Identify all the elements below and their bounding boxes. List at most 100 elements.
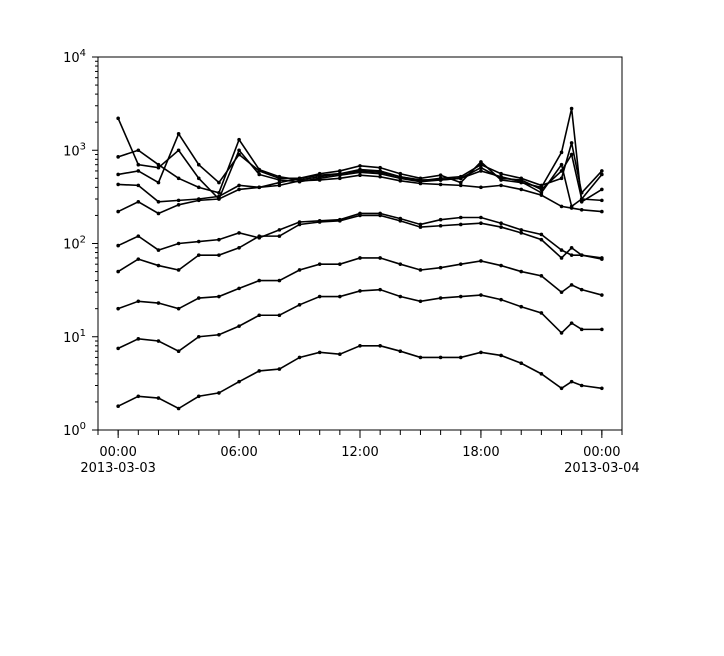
data-point (579, 253, 584, 257)
data-point (237, 286, 241, 291)
data-point (277, 367, 282, 371)
data-point (217, 391, 221, 395)
data-point (317, 262, 322, 266)
data-point (378, 174, 382, 179)
data-point (479, 165, 483, 170)
data-point (338, 352, 342, 356)
data-point (116, 243, 120, 248)
series-line (117, 214, 602, 273)
series-line (117, 174, 602, 215)
data-point (297, 268, 302, 272)
data-point (519, 304, 524, 309)
data-point (539, 372, 544, 376)
data-point (116, 182, 120, 187)
data-point (600, 209, 604, 214)
data-point (136, 169, 141, 173)
data-point (600, 198, 604, 203)
data-point (317, 176, 322, 181)
data-point (156, 301, 161, 305)
data-point (156, 162, 161, 167)
data-point (479, 185, 483, 190)
data-point (196, 394, 201, 399)
y-tick-label: 100 (63, 421, 86, 439)
data-point (176, 268, 181, 272)
data-point (569, 379, 574, 384)
series-8 (116, 106, 604, 204)
data-point (559, 176, 564, 181)
data-point (358, 343, 362, 348)
data-point (559, 331, 564, 335)
data-point (196, 334, 201, 339)
data-point (539, 190, 544, 195)
series-line (118, 108, 603, 204)
data-point (479, 169, 483, 173)
data-point (116, 209, 120, 214)
data-point (136, 299, 141, 304)
data-point (116, 346, 120, 351)
data-point (398, 176, 403, 181)
data-point (569, 106, 574, 111)
data-point (217, 197, 221, 201)
data-point (196, 253, 201, 257)
data-point (378, 211, 382, 216)
data-point (569, 321, 574, 325)
data-point (277, 183, 282, 188)
data-point (418, 355, 423, 360)
data-point (277, 234, 282, 238)
data-point (579, 287, 584, 292)
data-point (338, 217, 342, 222)
data-point (398, 179, 403, 183)
data-point (358, 164, 362, 168)
data-point (257, 185, 262, 190)
data-point (378, 287, 382, 292)
x-tick-label: 00:00 (583, 445, 620, 460)
data-point (237, 245, 241, 250)
data-point (237, 187, 241, 192)
data-point (600, 169, 604, 173)
data-point (378, 343, 382, 348)
data-point (539, 183, 544, 188)
data-point (176, 176, 181, 181)
data-point (116, 116, 120, 121)
data-point (539, 311, 544, 315)
data-point (136, 394, 141, 399)
data-point (479, 215, 483, 220)
y-axis: 100 101 102 103 104 (63, 48, 98, 439)
data-point (418, 299, 423, 304)
data-point (499, 176, 503, 181)
data-point (458, 183, 463, 188)
data-point (519, 180, 524, 185)
data-point (257, 236, 262, 240)
data-point (398, 216, 403, 221)
data-point (600, 187, 604, 192)
data-point (116, 306, 120, 311)
data-point (156, 165, 161, 170)
data-point (539, 274, 544, 278)
series-line (117, 137, 603, 195)
data-point (156, 211, 161, 216)
series-line (117, 212, 603, 260)
data-point (358, 173, 362, 178)
data-point (438, 182, 443, 187)
data-point (519, 269, 524, 274)
series-line (117, 257, 603, 310)
data-point (519, 187, 524, 192)
data-point (579, 327, 584, 332)
data-point (479, 162, 483, 167)
data-point (458, 180, 463, 185)
data-point (237, 324, 241, 328)
data-point (257, 172, 262, 177)
data-point (257, 167, 262, 172)
data-point (569, 253, 574, 257)
data-point (358, 256, 362, 260)
data-point (458, 176, 463, 181)
data-point (317, 294, 322, 299)
data-point (196, 296, 201, 300)
data-point (559, 204, 564, 209)
data-point (398, 349, 403, 353)
data-point (418, 179, 423, 184)
data-point (156, 396, 161, 400)
data-point (297, 303, 302, 307)
data-point (519, 228, 524, 232)
